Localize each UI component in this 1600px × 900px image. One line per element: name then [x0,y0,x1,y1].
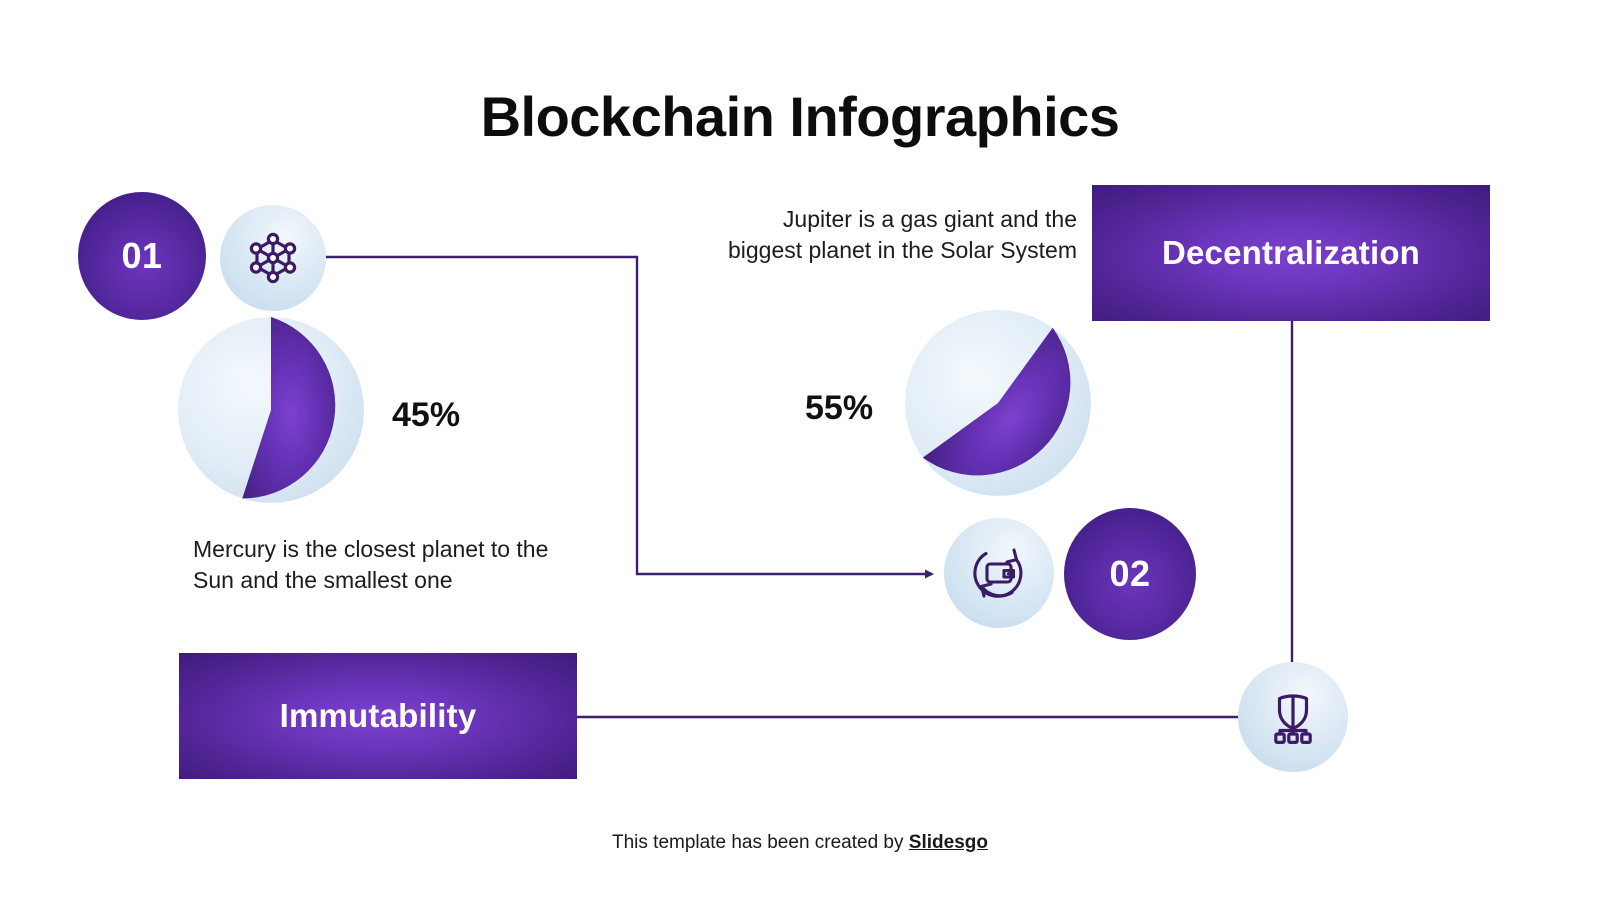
network-nodes-icon[interactable] [220,205,326,311]
pie-chart-55-graphic [905,310,1091,496]
wallet-refresh-icon[interactable] [944,518,1054,628]
step-01-description: Mercury is the closest planet to the Sun… [193,536,549,593]
banner-immutability-label: Immutability [279,697,477,734]
banner-decentralization[interactable]: Decentralization [1092,185,1490,321]
pie-chart-45 [178,317,364,503]
step-number-02-label: 02 [1109,553,1151,594]
step-number-01[interactable]: 01 [78,192,206,320]
banner-decentralization-label: Decentralization [1161,234,1421,271]
banner-immutability[interactable]: Immutability [179,653,577,779]
wallet-refresh-icon-glyph [973,548,1023,598]
step-number-01-label: 01 [121,235,163,276]
footer-brand-link[interactable]: Slidesgo [908,832,988,853]
page-title: Blockchain Infographics [480,85,1120,148]
footer-credit: This template has been created by Slides… [0,832,1600,854]
pie-chart-55 [905,310,1091,496]
network-nodes-icon-glyph [249,232,297,284]
step-number-02[interactable]: 02 [1064,508,1196,640]
pie-chart-55-label: 55% [805,389,874,427]
pie-chart-45-label: 45% [392,396,461,434]
step-02-description: Jupiter is a gas giant and the biggest p… [727,206,1077,263]
shield-network-icon-glyph [1274,694,1312,744]
pie-chart-45-graphic [178,317,364,503]
shield-network-icon[interactable] [1238,662,1348,772]
footer-credit-prefix: This template has been created by [612,832,909,853]
